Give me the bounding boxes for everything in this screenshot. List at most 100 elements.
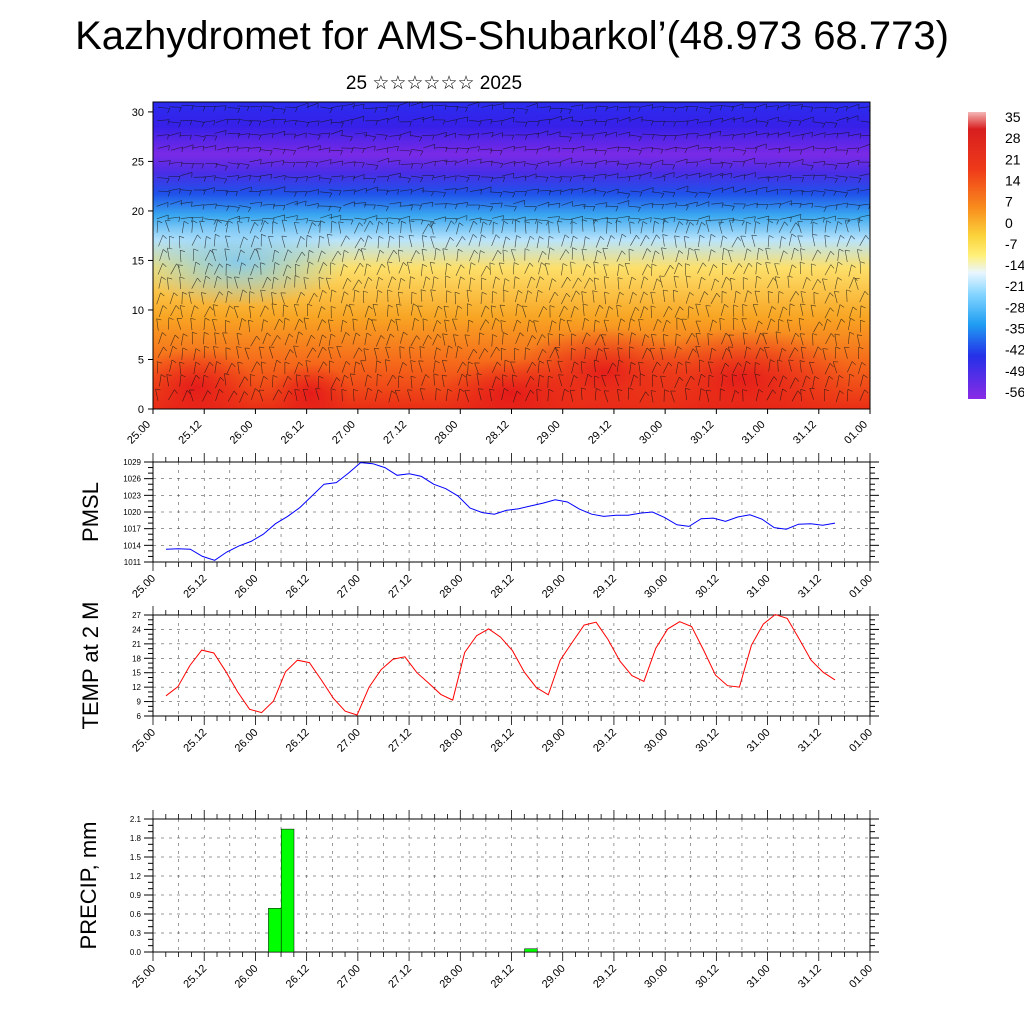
wind-barb [733, 148, 746, 151]
wind-barb-flag [851, 361, 856, 366]
wind-barb-flag [686, 120, 689, 126]
wind-barb [353, 347, 360, 359]
wind-barb-flag [755, 221, 761, 224]
wind-barb [699, 146, 712, 149]
wind-barb [779, 250, 784, 263]
wind-barb-flag [849, 373, 855, 377]
wind-barb [467, 320, 469, 333]
wind-barb [237, 133, 250, 136]
wind-barb-flag [604, 174, 607, 180]
x-tick-label: 29.00 [540, 727, 568, 755]
wind-barb [354, 132, 367, 135]
wind-barb-flag [480, 158, 482, 164]
wind-barb [396, 304, 399, 317]
wind-barb-flag [504, 278, 510, 282]
wind-barb-flag [363, 116, 365, 122]
wind-barb [260, 220, 265, 233]
wind-barb-flag [568, 137, 572, 142]
wind-barb-flag [639, 162, 642, 168]
wind-barb [595, 105, 608, 107]
wind-barb-flag [668, 362, 673, 367]
wind-barb [170, 146, 183, 151]
wind-barb-flag [209, 361, 214, 367]
wind-barb [766, 389, 773, 401]
wind-barb [363, 348, 367, 361]
wind-barb [777, 319, 780, 332]
wind-barb [157, 119, 170, 122]
wind-barb-flag [758, 389, 764, 393]
wind-barb [557, 361, 562, 373]
wind-barb-flag [524, 248, 530, 251]
wind-barb-flag [719, 131, 722, 137]
wind-barb-flag [362, 162, 365, 168]
wind-barb-flag [328, 147, 331, 153]
wind-barb [364, 332, 368, 345]
wind-barb-flag [756, 262, 762, 265]
wind-barb-flag [607, 221, 612, 224]
wind-barb [318, 147, 331, 151]
wind-barb [777, 359, 779, 372]
wind-barb [281, 219, 286, 232]
wind-barb [353, 289, 356, 302]
wind-barb [618, 131, 630, 136]
wind-barb [354, 237, 362, 249]
wind-barb [694, 249, 699, 261]
wind-barb-flag [478, 204, 481, 210]
wind-barb-flag [737, 236, 742, 241]
wind-barb-flag [330, 159, 332, 165]
wind-barb-flag [287, 249, 292, 254]
wind-barb [825, 376, 830, 388]
wind-barb [273, 360, 277, 372]
wind-barb [686, 144, 699, 149]
wind-barb-flag [649, 164, 653, 170]
wind-barb-flag [225, 347, 231, 350]
wind-barb-flag [503, 177, 505, 182]
wind-barb [387, 276, 393, 289]
wind-barb [582, 219, 584, 232]
wind-barb-flag [445, 132, 447, 138]
wind-barb [638, 361, 641, 374]
wind-barb-flag [728, 250, 734, 252]
wind-barb [410, 335, 417, 347]
wind-barb-flag [738, 263, 743, 268]
wind-barb-flag [871, 135, 873, 140]
wind-barb [676, 204, 689, 207]
wind-barb-flag [353, 175, 355, 181]
wind-barb-flag [722, 374, 728, 378]
colorbar-label: -56 [1005, 384, 1024, 400]
wind-barb [203, 332, 205, 345]
y-tick-label: 1020 [123, 508, 141, 517]
wind-barb-flag [169, 235, 175, 239]
wind-barb [822, 278, 826, 291]
wind-barb-flag [455, 218, 458, 224]
wind-barb-flag [516, 319, 522, 324]
wind-barb-flag [743, 150, 747, 156]
wind-barb [629, 332, 632, 345]
wind-barb [273, 262, 276, 275]
wind-barb-flag [865, 235, 870, 240]
wind-barb [790, 104, 803, 107]
wind-barb-flag [367, 387, 373, 392]
wind-barb-flag [295, 177, 299, 183]
wind-barb-flag [420, 177, 424, 183]
wind-barb-flag [409, 121, 412, 127]
wind-barb [297, 120, 310, 123]
wind-barb [824, 292, 831, 304]
wind-barb-flag [189, 120, 193, 126]
wind-barb [501, 221, 505, 234]
wind-barb-flag [628, 132, 630, 138]
wind-barb-flag [539, 276, 544, 280]
wind-barb-flag [341, 105, 343, 111]
wind-barb [262, 105, 275, 108]
grid [153, 614, 870, 717]
wind-barb-flag [660, 149, 664, 154]
wind-barb [754, 374, 758, 387]
wind-barb [628, 174, 641, 178]
wind-barb-flag [282, 219, 288, 221]
wind-barb-flag [699, 234, 705, 238]
wind-barb [213, 346, 216, 359]
wind-barb-flag [686, 106, 688, 112]
wind-barb-flag [754, 290, 761, 292]
wind-barb [340, 264, 344, 277]
wind-barb-flag [303, 317, 309, 320]
